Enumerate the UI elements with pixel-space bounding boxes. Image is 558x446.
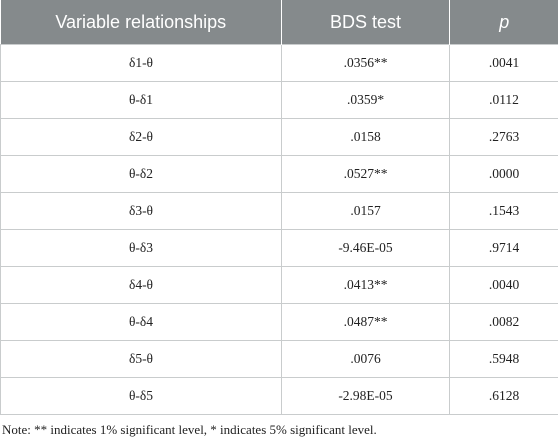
table-row: θ-δ4 .0487** .0082 bbox=[0, 303, 558, 341]
bds-test-table: Variable relationships BDS test p δ1-θ .… bbox=[0, 0, 558, 415]
cell-bds: .0359* bbox=[281, 81, 450, 119]
cell-bds: -2.98E-05 bbox=[281, 377, 450, 415]
cell-p: .0112 bbox=[449, 81, 558, 119]
table-row: δ2-θ .0158 .2763 bbox=[0, 118, 558, 156]
header-variable-relationships: Variable relationships bbox=[0, 0, 282, 45]
table-row: δ5-θ .0076 .5948 bbox=[0, 340, 558, 378]
cell-variable: δ2-θ bbox=[0, 118, 282, 156]
header-row: Variable relationships BDS test p bbox=[0, 0, 558, 45]
cell-p: .0041 bbox=[449, 44, 558, 82]
cell-bds: .0527** bbox=[281, 155, 450, 193]
cell-p: .9714 bbox=[449, 229, 558, 267]
header-bds-test: BDS test bbox=[281, 0, 450, 45]
cell-p: .2763 bbox=[449, 118, 558, 156]
cell-variable: θ-δ1 bbox=[0, 81, 282, 119]
cell-variable: θ-δ3 bbox=[0, 229, 282, 267]
cell-p: .6128 bbox=[449, 377, 558, 415]
cell-variable: δ5-θ bbox=[0, 340, 282, 378]
header-p-value: p bbox=[449, 0, 558, 45]
cell-bds: .0413** bbox=[281, 266, 450, 304]
cell-variable: δ1-θ bbox=[0, 44, 282, 82]
cell-variable: δ4-θ bbox=[0, 266, 282, 304]
results-table-container: Variable relationships BDS test p δ1-θ .… bbox=[0, 0, 558, 415]
cell-p: .0000 bbox=[449, 155, 558, 193]
table-row: θ-δ1 .0359* .0112 bbox=[0, 81, 558, 119]
table-row: θ-δ3 -9.46E-05 .9714 bbox=[0, 229, 558, 267]
cell-bds: .0356** bbox=[281, 44, 450, 82]
cell-bds: .0076 bbox=[281, 340, 450, 378]
table-row: δ4-θ .0413** .0040 bbox=[0, 266, 558, 304]
cell-bds: .0158 bbox=[281, 118, 450, 156]
cell-bds: .0157 bbox=[281, 192, 450, 230]
table-row: θ-δ2 .0527** .0000 bbox=[0, 155, 558, 193]
cell-bds: .0487** bbox=[281, 303, 450, 341]
table-row: δ1-θ .0356** .0041 bbox=[0, 44, 558, 82]
cell-variable: δ3-θ bbox=[0, 192, 282, 230]
table-row: δ3-θ .0157 .1543 bbox=[0, 192, 558, 230]
table-header: Variable relationships BDS test p bbox=[0, 0, 558, 45]
cell-p: .0082 bbox=[449, 303, 558, 341]
cell-variable: θ-δ5 bbox=[0, 377, 282, 415]
cell-variable: θ-δ4 bbox=[0, 303, 282, 341]
cell-p: .1543 bbox=[449, 192, 558, 230]
cell-p: .5948 bbox=[449, 340, 558, 378]
cell-variable: θ-δ2 bbox=[0, 155, 282, 193]
cell-bds: -9.46E-05 bbox=[281, 229, 450, 267]
table-row: θ-δ5 -2.98E-05 .6128 bbox=[0, 377, 558, 415]
cell-p: .0040 bbox=[449, 266, 558, 304]
table-footnote: Note: ** indicates 1% significant level,… bbox=[2, 422, 377, 437]
table-body: δ1-θ .0356** .0041 θ-δ1 .0359* .0112 δ2-… bbox=[0, 44, 558, 415]
